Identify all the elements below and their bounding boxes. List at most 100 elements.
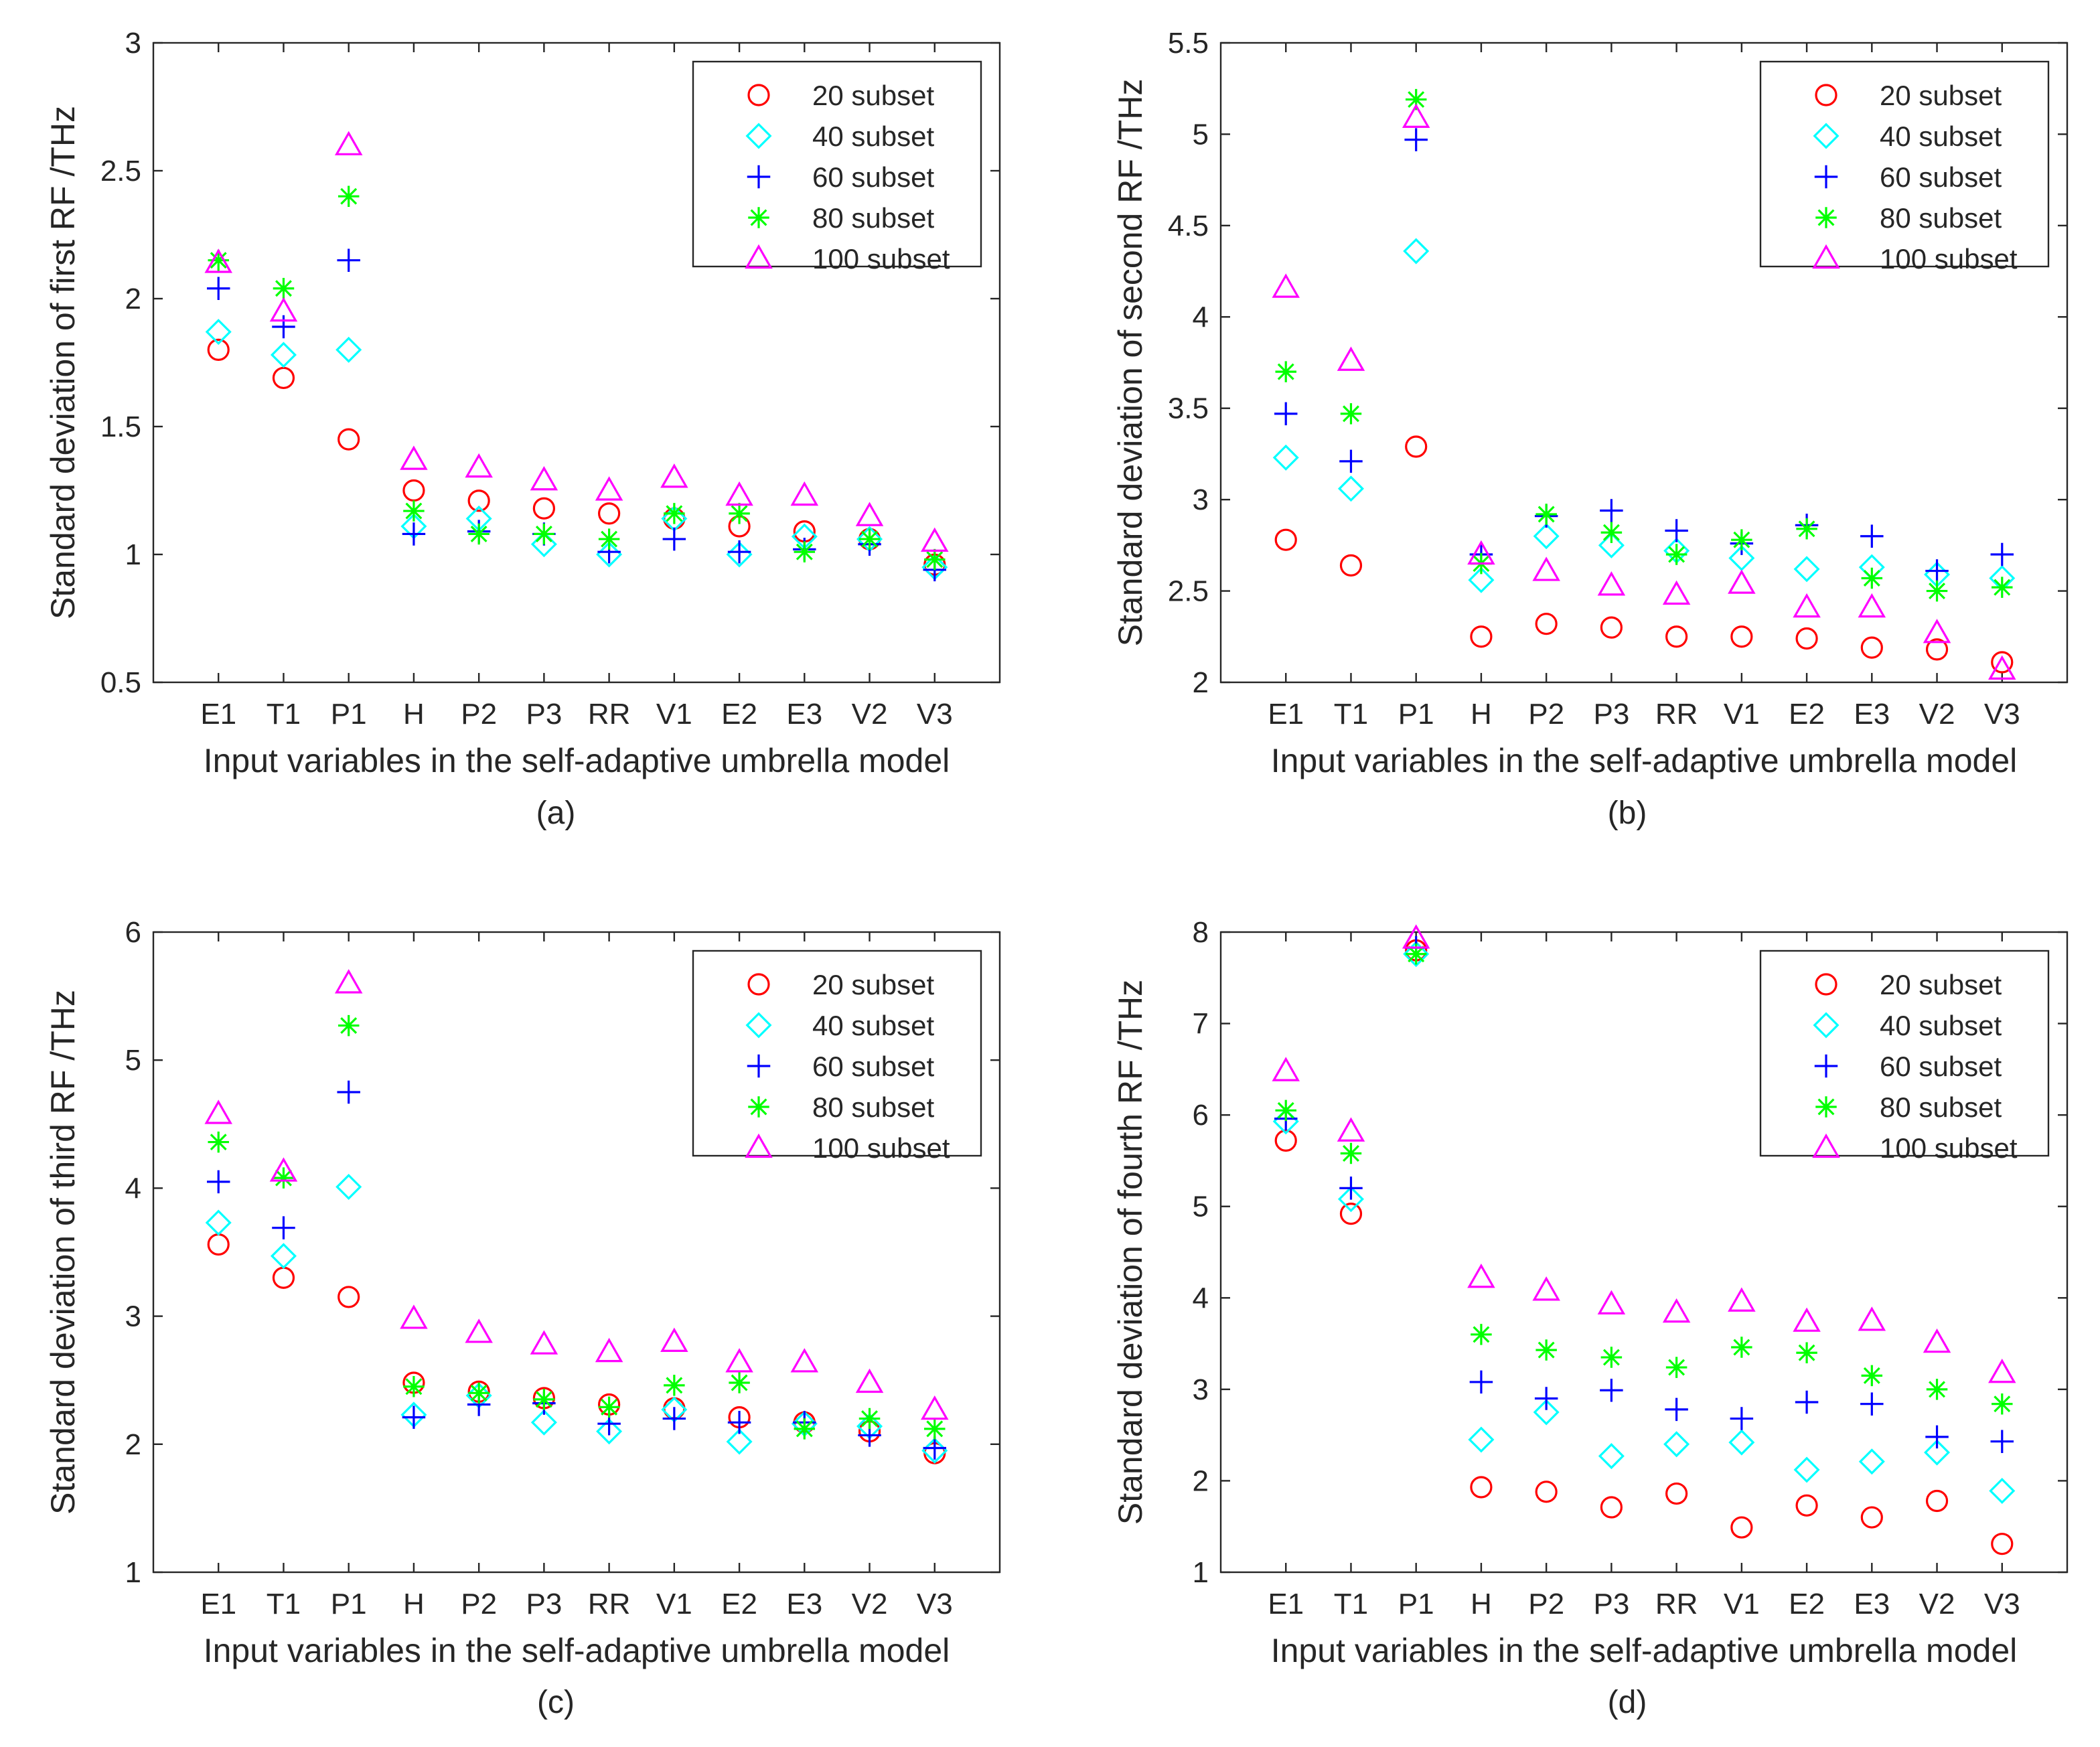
data-point bbox=[207, 338, 230, 362]
data-point bbox=[1728, 1429, 1755, 1456]
data-point bbox=[1339, 1176, 1363, 1200]
data-point bbox=[790, 481, 819, 506]
x-tick-label: E3 bbox=[1854, 1588, 1890, 1620]
marker-shape bbox=[1274, 528, 1297, 551]
marker-shape bbox=[1793, 1307, 1821, 1332]
marker-shape bbox=[924, 1418, 946, 1440]
marker-shape bbox=[745, 123, 772, 149]
data-point bbox=[858, 528, 881, 550]
marker-shape bbox=[468, 1382, 490, 1404]
marker-shape bbox=[598, 528, 620, 550]
y-tick-label: 2 bbox=[1193, 666, 1209, 699]
data-point bbox=[1337, 1186, 1364, 1213]
data-point bbox=[1728, 1287, 1756, 1312]
data-point bbox=[595, 1337, 623, 1363]
marker-shape bbox=[272, 1216, 295, 1239]
marker-shape bbox=[1534, 1387, 1558, 1410]
data-point bbox=[1923, 1328, 1951, 1353]
data-point bbox=[1274, 402, 1298, 426]
x-tick-label: V3 bbox=[917, 698, 953, 731]
y-tick-label: 2 bbox=[1193, 1464, 1209, 1497]
marker-shape bbox=[747, 84, 770, 106]
data-point bbox=[1339, 554, 1363, 577]
legend-marker bbox=[745, 1133, 773, 1158]
marker-shape bbox=[204, 248, 232, 273]
panel-caption: (d) bbox=[1608, 1685, 1647, 1720]
data-point bbox=[273, 277, 295, 299]
data-point bbox=[532, 497, 555, 520]
marker-shape bbox=[745, 1012, 772, 1039]
marker-shape bbox=[747, 973, 770, 996]
series-100-subset bbox=[204, 969, 949, 1420]
data-point bbox=[662, 1407, 686, 1430]
data-point bbox=[1665, 1357, 1687, 1378]
marker-shape bbox=[1665, 625, 1688, 648]
data-point bbox=[1533, 1399, 1560, 1426]
data-point bbox=[273, 1167, 295, 1189]
data-point bbox=[596, 541, 623, 568]
marker-shape bbox=[1275, 361, 1296, 382]
data-point bbox=[1730, 1516, 1753, 1539]
marker-shape bbox=[745, 1133, 773, 1158]
x-tick-label: P3 bbox=[1593, 1588, 1629, 1620]
marker-shape bbox=[1405, 88, 1427, 110]
data-point bbox=[206, 1170, 230, 1194]
data-point bbox=[794, 1418, 816, 1440]
legend-label: 100 subset bbox=[812, 1132, 950, 1164]
x-tick-label: P1 bbox=[1398, 1588, 1434, 1620]
marker-shape bbox=[1272, 444, 1299, 471]
marker-shape bbox=[1814, 1054, 1838, 1078]
marker-shape bbox=[1598, 532, 1625, 558]
x-tick-label: V1 bbox=[656, 698, 692, 731]
data-point bbox=[727, 540, 751, 564]
marker-shape bbox=[1272, 273, 1300, 298]
data-point bbox=[1728, 569, 1756, 594]
marker-shape bbox=[1923, 1328, 1951, 1353]
y-tick-label: 3.5 bbox=[1168, 392, 1209, 425]
data-point bbox=[858, 1408, 881, 1430]
marker-shape bbox=[662, 527, 686, 551]
data-point bbox=[1926, 1379, 1948, 1400]
x-tick-label: V2 bbox=[1919, 698, 1955, 731]
data-point bbox=[1403, 941, 1430, 968]
data-point bbox=[1925, 559, 1949, 583]
series-80-subset bbox=[1275, 943, 2013, 1415]
data-point bbox=[270, 1243, 297, 1270]
legend-label: 40 subset bbox=[1880, 1010, 2002, 1041]
data-point bbox=[1991, 651, 2014, 674]
marker-shape bbox=[1600, 522, 1623, 544]
legend-marker bbox=[747, 973, 770, 996]
x-tick-label: V1 bbox=[1724, 1588, 1760, 1620]
series-20-subset bbox=[1274, 435, 2014, 674]
marker-shape bbox=[855, 1368, 884, 1393]
data-point bbox=[402, 522, 426, 546]
marker-shape bbox=[530, 465, 558, 491]
marker-shape bbox=[1731, 1337, 1752, 1358]
data-point bbox=[725, 481, 753, 506]
marker-shape bbox=[794, 1418, 816, 1440]
marker-shape bbox=[1600, 499, 1623, 522]
data-point bbox=[338, 185, 360, 207]
data-point bbox=[1793, 1307, 1821, 1332]
series-100-subset bbox=[1272, 103, 2016, 680]
marker-shape bbox=[1535, 504, 1557, 525]
x-tick-label: V2 bbox=[852, 698, 888, 731]
marker-shape bbox=[1665, 1357, 1687, 1378]
marker-shape bbox=[1404, 128, 1428, 151]
y-tick-label: 3 bbox=[125, 1300, 141, 1333]
x-tick-label: P2 bbox=[1528, 1588, 1564, 1620]
marker-shape bbox=[1795, 1494, 1818, 1517]
data-point bbox=[1926, 580, 1948, 602]
data-point bbox=[660, 463, 688, 488]
y-tick-label: 5 bbox=[125, 1044, 141, 1077]
x-tick-label: H bbox=[1471, 1588, 1492, 1620]
marker-shape bbox=[1339, 554, 1363, 577]
marker-shape bbox=[1858, 1306, 1886, 1331]
marker-shape bbox=[1924, 1439, 1951, 1466]
data-point bbox=[1272, 273, 1300, 298]
y-tick-label: 2 bbox=[125, 1428, 141, 1461]
data-point bbox=[1858, 593, 1886, 618]
marker-shape bbox=[1815, 84, 1837, 106]
marker-shape bbox=[664, 1375, 685, 1396]
